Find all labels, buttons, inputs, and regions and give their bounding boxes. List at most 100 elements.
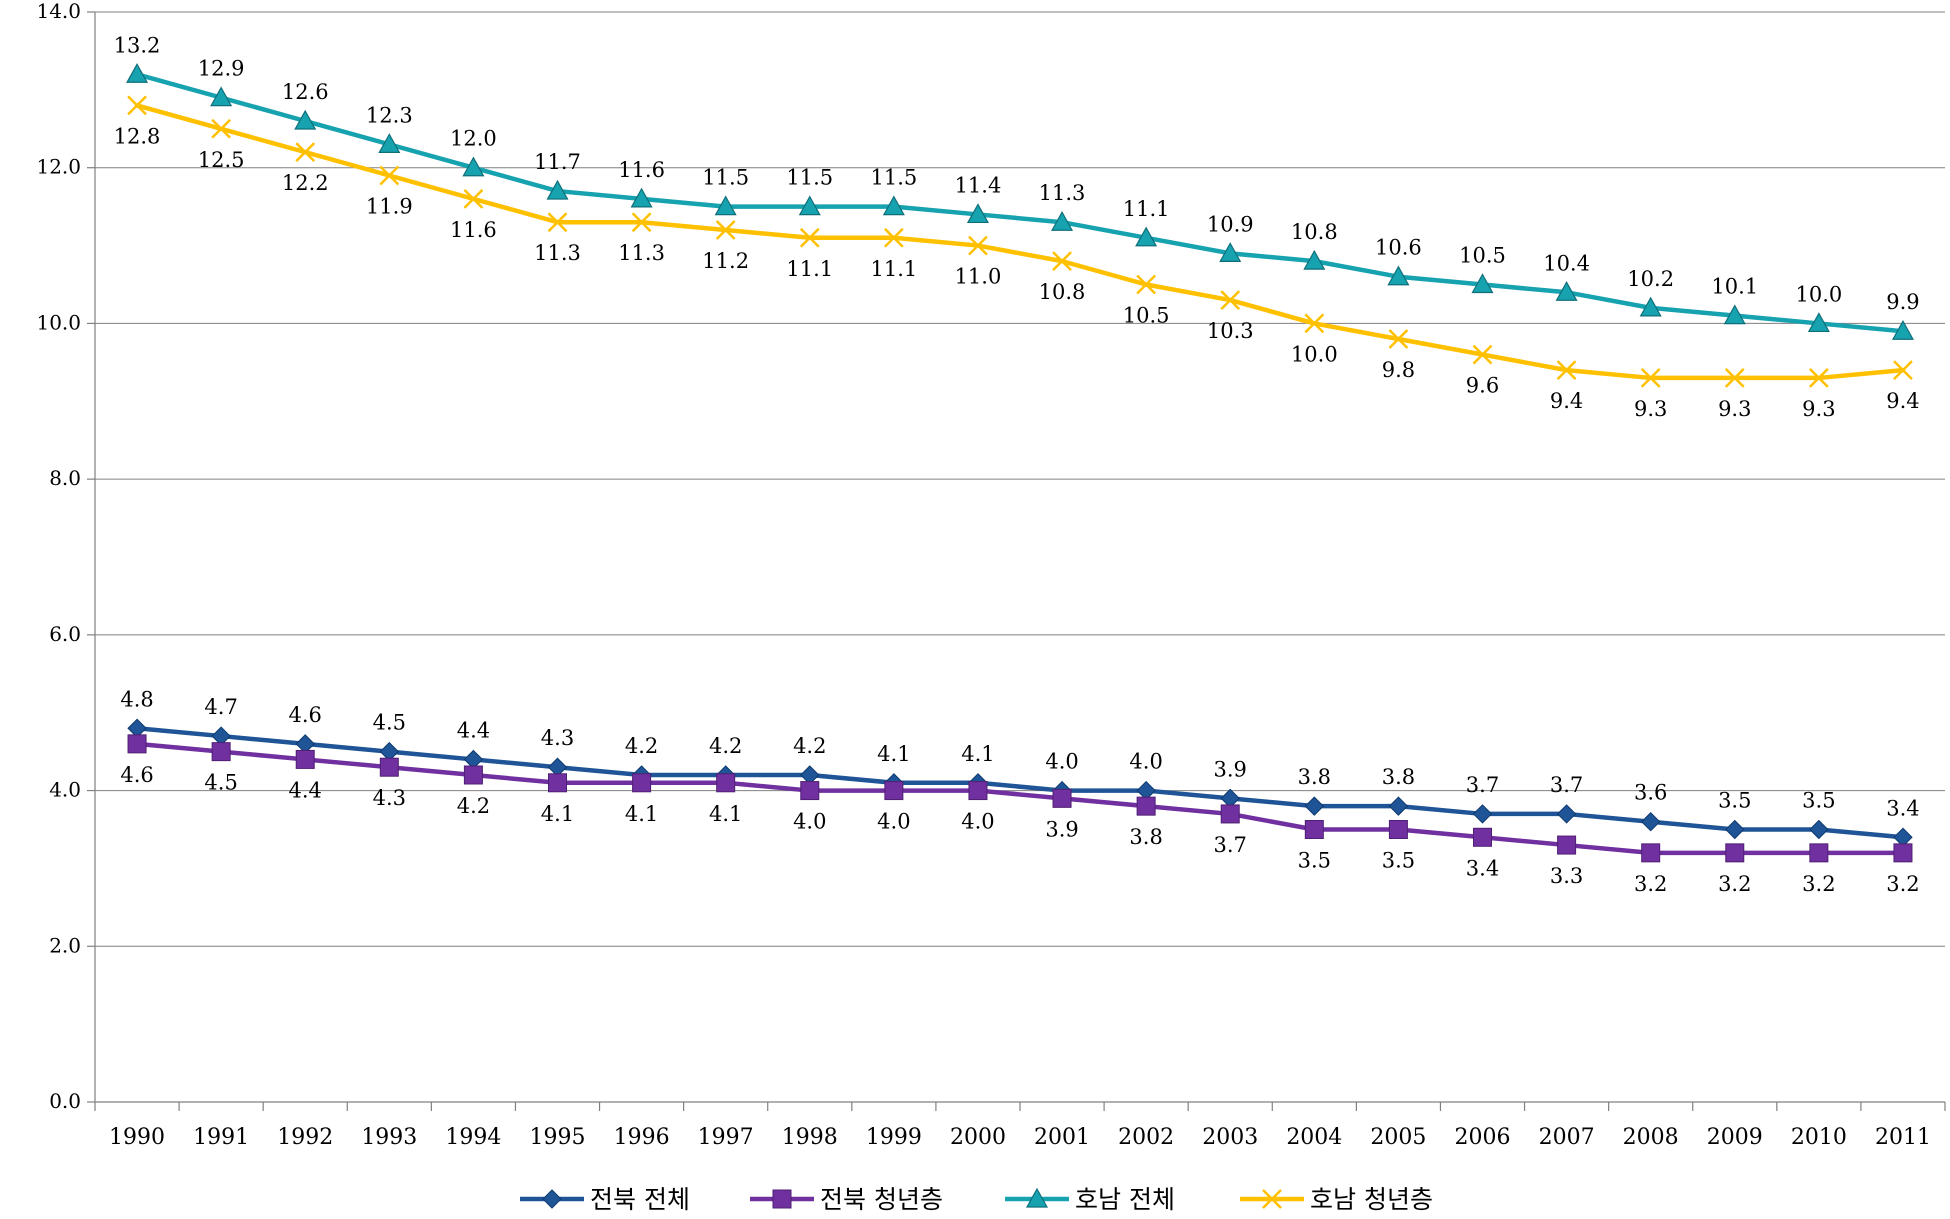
data-label: 11.5 <box>702 166 749 190</box>
series-line <box>134 103 1906 381</box>
data-label: 9.4 <box>1886 389 1919 413</box>
data-label: 4.8 <box>120 687 153 711</box>
data-label: 4.1 <box>709 802 742 826</box>
legend-item: 호남 청년층 <box>1240 1185 1433 1214</box>
data-label: 4.5 <box>373 711 406 735</box>
data-label: 11.1 <box>1123 197 1170 221</box>
y-tick-label: 4.0 <box>49 778 81 802</box>
x-tick-label: 1997 <box>698 1125 754 1150</box>
data-label: 3.9 <box>1045 817 1078 841</box>
data-label: 10.3 <box>1207 319 1254 343</box>
data-point <box>295 142 316 163</box>
data-label: 4.0 <box>793 810 826 834</box>
data-point <box>1893 360 1913 381</box>
data-label: 10.5 <box>1123 304 1170 328</box>
data-point <box>884 781 904 801</box>
data-label: 9.6 <box>1466 374 1499 398</box>
legend-label: 호남 청년층 <box>1310 1185 1433 1214</box>
y-tick-label: 2.0 <box>49 933 81 957</box>
data-point <box>1136 274 1157 295</box>
data-point <box>883 227 904 248</box>
data-label: 10.8 <box>1039 280 1086 304</box>
data-point <box>1725 843 1745 863</box>
legend-item: 호남 전체 <box>1005 1185 1175 1214</box>
data-point <box>127 734 147 754</box>
data-point <box>1809 843 1829 863</box>
series-line <box>134 741 1906 856</box>
data-label: 4.6 <box>120 763 153 787</box>
data-label: 11.9 <box>366 195 413 219</box>
data-point <box>1555 281 1578 301</box>
x-tick-label: 1992 <box>277 1125 333 1150</box>
data-label: 12.8 <box>114 124 161 148</box>
data-label: 3.5 <box>1718 789 1751 813</box>
y-tick-label: 8.0 <box>49 466 81 490</box>
legend-marker <box>542 1189 562 1209</box>
data-point <box>1304 796 1325 816</box>
data-point <box>1052 788 1072 808</box>
x-tick-label: 2003 <box>1202 1125 1258 1150</box>
legend-item: 전북 전체 <box>520 1185 690 1214</box>
data-label: 4.1 <box>877 742 910 766</box>
legend-marker <box>772 1189 792 1209</box>
data-label: 10.9 <box>1207 212 1254 236</box>
data-point <box>295 749 315 769</box>
data-point <box>630 187 653 208</box>
data-label: 3.7 <box>1550 773 1583 797</box>
x-tick-label: 1993 <box>361 1125 417 1150</box>
series-line <box>134 72 1906 334</box>
data-point <box>799 227 820 248</box>
legend-item: 전북 청년층 <box>750 1185 943 1214</box>
data-point <box>210 86 233 107</box>
data-label: 4.2 <box>793 734 826 758</box>
data-point <box>1556 360 1577 381</box>
data-point <box>632 773 652 793</box>
data-label: 3.2 <box>1718 872 1751 896</box>
data-label: 11.2 <box>702 249 749 273</box>
data-point <box>211 118 232 139</box>
x-tick-label: 2011 <box>1875 1125 1931 1150</box>
data-point <box>1808 368 1829 388</box>
data-point <box>463 188 484 209</box>
data-point <box>1891 319 1914 340</box>
data-label: 4.4 <box>457 718 490 742</box>
data-point <box>1809 819 1829 840</box>
data-label: 11.4 <box>955 173 1002 197</box>
x-tick-label: 2006 <box>1455 1125 1511 1150</box>
data-label: 3.8 <box>1298 765 1331 789</box>
data-point <box>127 95 147 116</box>
data-label: 4.6 <box>289 703 322 727</box>
data-label: 3.8 <box>1382 765 1415 789</box>
x-tick-label: 2010 <box>1791 1125 1847 1150</box>
data-label: 3.9 <box>1214 757 1247 781</box>
data-point <box>1388 796 1409 816</box>
data-point <box>1388 329 1409 349</box>
gridlines <box>95 11 1945 947</box>
data-label: 9.9 <box>1886 290 1919 314</box>
data-label: 3.6 <box>1634 781 1667 805</box>
y-tick-label: 0.0 <box>49 1089 81 1113</box>
data-labels: 4.8 4.7 4.6 4.5 4.4 4.3 4.2 4.2 4.2 4.1 4.1 4.0 4.0 3… <box>114 33 1920 896</box>
data-label: 4.0 <box>1045 750 1078 774</box>
data-point <box>1471 273 1494 294</box>
x-tick-label: 1999 <box>866 1125 922 1150</box>
data-label: 11.3 <box>1039 181 1086 205</box>
data-point <box>1639 296 1662 317</box>
data-label: 9.3 <box>1718 397 1751 421</box>
data-point <box>463 765 483 785</box>
data-point <box>379 757 399 777</box>
data-label: 3.8 <box>1129 825 1162 849</box>
data-label: 3.3 <box>1550 864 1583 888</box>
data-label: 9.8 <box>1382 358 1415 382</box>
data-label: 11.0 <box>955 265 1002 289</box>
series-line <box>134 726 1906 840</box>
data-label: 4.1 <box>541 802 574 826</box>
x-tick-label: 2004 <box>1286 1125 1342 1150</box>
data-point <box>1556 804 1577 824</box>
data-point <box>968 781 988 801</box>
data-point <box>1135 226 1158 247</box>
data-label: 4.1 <box>625 802 658 826</box>
legend-label: 전북 전체 <box>590 1185 690 1214</box>
data-point <box>1640 812 1661 832</box>
